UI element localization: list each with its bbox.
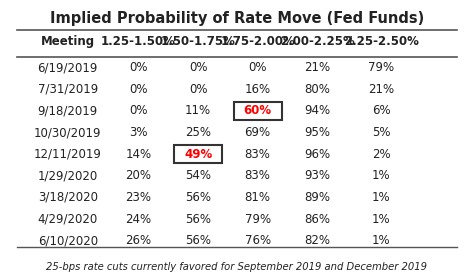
Text: 93%: 93% [304,169,330,182]
Text: 76%: 76% [245,234,271,247]
Text: 3%: 3% [129,126,148,139]
Text: 3/18/2020: 3/18/2020 [38,191,98,204]
Text: 20%: 20% [126,169,152,182]
Text: 5%: 5% [372,126,391,139]
Text: 9/18/2019: 9/18/2019 [37,104,98,117]
Text: 0%: 0% [189,83,207,96]
Text: 2.25-2.50%: 2.25-2.50% [344,35,419,48]
Text: 86%: 86% [304,213,330,225]
Text: 4/29/2020: 4/29/2020 [37,213,98,225]
Text: 1.50-1.75%: 1.50-1.75% [161,35,236,48]
Text: Implied Probability of Rate Move (Fed Funds): Implied Probability of Rate Move (Fed Fu… [50,11,424,26]
Text: 56%: 56% [185,213,211,225]
Text: 11%: 11% [185,104,211,117]
Text: 1%: 1% [372,234,391,247]
Text: 23%: 23% [126,191,152,204]
Text: 7/31/2019: 7/31/2019 [37,83,98,96]
Text: 1%: 1% [372,169,391,182]
Text: 83%: 83% [245,169,271,182]
Text: 25-bps rate cuts currently favored for September 2019 and December 2019: 25-bps rate cuts currently favored for S… [46,262,428,272]
Text: 0%: 0% [129,83,148,96]
Text: 10/30/2019: 10/30/2019 [34,126,101,139]
Text: 1.25-1.50%: 1.25-1.50% [101,35,176,48]
Text: 69%: 69% [245,126,271,139]
Text: Meeting: Meeting [41,35,95,48]
Text: 21%: 21% [304,61,330,74]
Text: 79%: 79% [245,213,271,225]
Text: 16%: 16% [245,83,271,96]
Text: 56%: 56% [185,234,211,247]
Text: 95%: 95% [304,126,330,139]
Text: 83%: 83% [245,148,271,161]
Text: 6/10/2020: 6/10/2020 [37,234,98,247]
Text: 79%: 79% [368,61,394,74]
Text: 1%: 1% [372,213,391,225]
Text: 49%: 49% [184,148,212,161]
Text: 56%: 56% [185,191,211,204]
Text: 2.00-2.25%: 2.00-2.25% [280,35,355,48]
Text: 6/19/2019: 6/19/2019 [37,61,98,74]
Text: 60%: 60% [244,104,272,117]
Text: 2%: 2% [372,148,391,161]
Text: 0%: 0% [129,61,148,74]
Text: 80%: 80% [304,83,330,96]
Text: 82%: 82% [304,234,330,247]
Text: 21%: 21% [368,83,394,96]
Text: 0%: 0% [189,61,207,74]
Text: 89%: 89% [304,191,330,204]
Text: 0%: 0% [129,104,148,117]
Text: 6%: 6% [372,104,391,117]
Text: 1/29/2020: 1/29/2020 [37,169,98,182]
Text: 0%: 0% [248,61,267,74]
Text: 94%: 94% [304,104,330,117]
Text: 24%: 24% [126,213,152,225]
Text: 1.75-2.00%: 1.75-2.00% [220,35,295,48]
Text: 96%: 96% [304,148,330,161]
Text: 54%: 54% [185,169,211,182]
Text: 12/11/2019: 12/11/2019 [34,148,101,161]
Text: 81%: 81% [245,191,271,204]
Text: 25%: 25% [185,126,211,139]
Text: 26%: 26% [126,234,152,247]
Text: 14%: 14% [126,148,152,161]
Text: 1%: 1% [372,191,391,204]
